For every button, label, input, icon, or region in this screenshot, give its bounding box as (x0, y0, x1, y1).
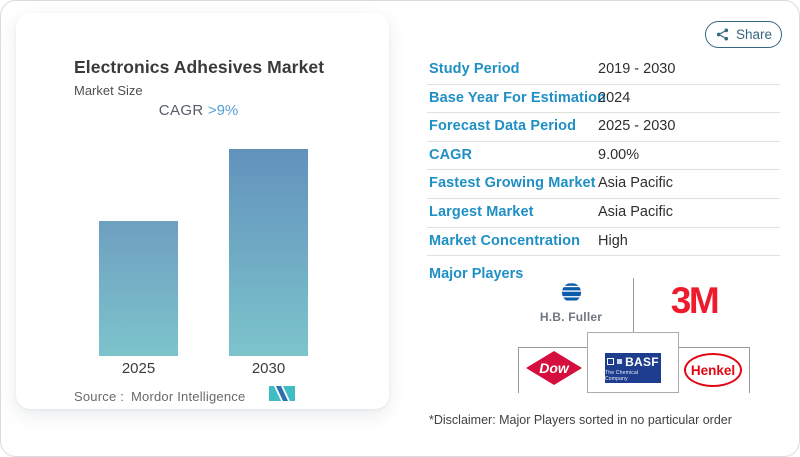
player-logo-hb-fuller: H.B. Fuller (539, 282, 603, 324)
table-row: CAGR 9.00% (427, 142, 780, 171)
player-logo-3m: 3M (670, 280, 720, 321)
table-row: Forecast Data Period 2025 - 2030 (427, 113, 780, 142)
table-row-label: Base Year For Estimation (429, 89, 607, 106)
basf-tagline: The Chemical Company (605, 369, 639, 382)
chart-subtitle: Market Size (74, 83, 143, 98)
table-row-value: 9.00% (598, 146, 640, 163)
x-axis-label-2025: 2025 (121, 360, 156, 377)
source-row: Source : Mordor Intelligence (74, 389, 252, 404)
hb-fuller-wordmark: H.B. Fuller (539, 310, 603, 324)
table-row-label: Forecast Data Period (429, 118, 577, 135)
market-size-chart-card: Electronics Adhesives Market Market Size… (16, 13, 389, 409)
table-row: Largest Market Asia Pacific (427, 199, 780, 228)
bar-plot: 2025 2030 (16, 13, 389, 409)
basf-square-solid-icon (617, 359, 623, 364)
basf-square-outline-icon (607, 358, 615, 365)
players-grid-divider-vertical-left (518, 347, 519, 393)
bar-2025 (99, 221, 178, 356)
table-row: Base Year For Estimation 2024 (427, 85, 780, 114)
cagr-label: CAGR (158, 102, 204, 119)
cagr-value: >9% (207, 102, 239, 119)
players-grid-divider-vertical-right (749, 347, 750, 393)
table-row-value: 2019 - 2030 (598, 61, 676, 77)
table-row-value: Asia Pacific (598, 175, 673, 192)
player-logo-henkel: Henkel (684, 353, 742, 387)
bar-2030 (229, 149, 308, 356)
table-row-label: CAGR (429, 146, 473, 163)
share-icon (716, 28, 729, 41)
basf-wordmark: BASF (625, 354, 659, 369)
share-label: Share (735, 27, 773, 42)
info-table: Study Period 2019 - 2030 Base Year For Est… (427, 56, 780, 257)
cagr-annotation: CAGR >9% (74, 102, 323, 119)
table-row-label: Market Concentration (429, 232, 581, 249)
dow-diamond-icon: Dow (526, 351, 582, 385)
source-label: Source : (74, 389, 125, 404)
table-row-label: Fastest Growing Market (429, 175, 596, 192)
table-row: Fastest Growing Market Asia Pacific (427, 170, 780, 199)
player-logo-basf: BASF The Chemical Company (605, 353, 661, 383)
dow-wordmark: Dow (539, 360, 570, 376)
basf-rect: BASF The Chemical Company (605, 353, 661, 383)
source-value: Mordor Intelligence (131, 389, 246, 404)
hb-fuller-globe-icon (561, 283, 581, 301)
major-players-label: Major Players (429, 266, 524, 282)
table-row-value: High (598, 232, 628, 249)
table-row-value: 2024 (598, 89, 631, 106)
x-axis-label-2030: 2030 (251, 360, 286, 377)
chart-title: Electronics Adhesives Market (74, 57, 325, 77)
player-logo-dow: Dow (525, 350, 583, 391)
table-row-value: Asia Pacific (598, 203, 673, 220)
mordor-intelligence-logo (269, 386, 295, 401)
disclaimer-text: *Disclaimer: Major Players sorted in no … (429, 413, 732, 427)
table-row: Market Concentration High (427, 228, 780, 257)
table-row: Study Period 2019 - 2030 (427, 56, 780, 85)
table-row-label: Largest Market (429, 203, 534, 220)
table-row-label: Study Period (429, 61, 520, 77)
players-grid-divider-vertical-top (633, 278, 634, 332)
share-button[interactable]: Share (705, 21, 782, 48)
basf-logo-row: BASF (607, 355, 659, 369)
table-row-value: 2025 - 2030 (598, 118, 676, 135)
